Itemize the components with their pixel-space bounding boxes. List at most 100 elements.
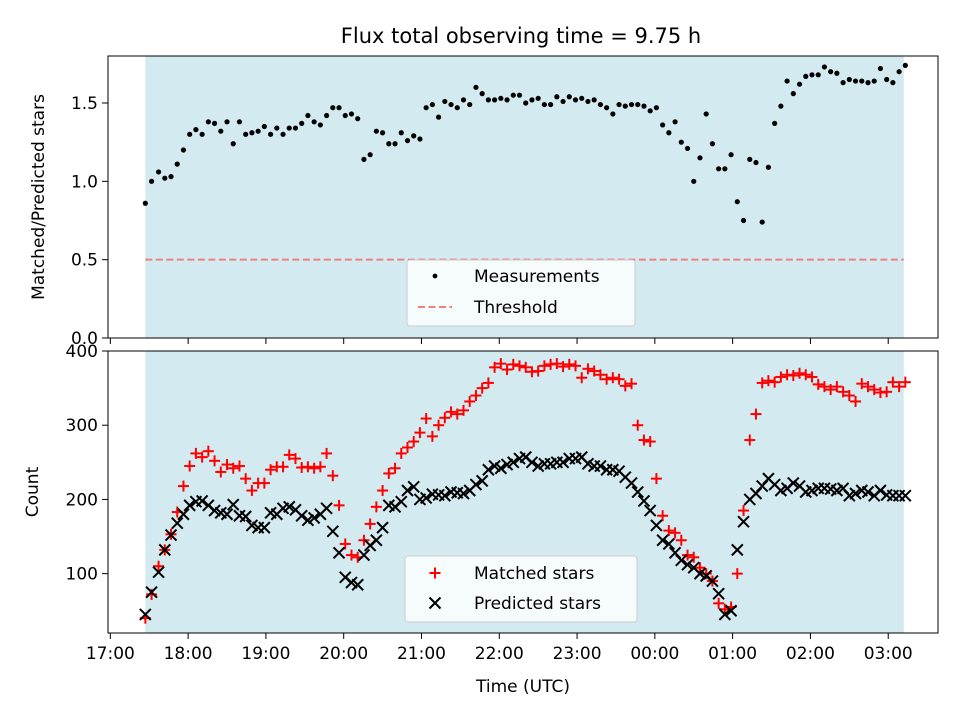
matched-star-point <box>377 485 389 497</box>
measurement-point <box>622 103 628 109</box>
measurement-point <box>404 138 411 144</box>
matched-star-point <box>277 461 289 473</box>
measurement-point <box>747 156 753 162</box>
measurement-point <box>784 78 790 84</box>
matched-star-point <box>321 447 333 459</box>
measurement-point <box>299 120 305 126</box>
measurement-point <box>342 112 348 119</box>
y-tick-label: 200 <box>66 490 98 510</box>
measurement-point <box>261 123 267 130</box>
measurement-point <box>460 97 467 103</box>
predicted-star-point <box>428 596 442 610</box>
measurement-point <box>591 97 597 103</box>
predicted-star-point <box>861 485 875 499</box>
measurement-point <box>348 111 355 117</box>
matched-star-point <box>644 436 656 448</box>
matched-star-point <box>744 434 756 446</box>
predicted-star-point <box>370 534 383 547</box>
measurement-point <box>572 97 579 103</box>
measurement-point <box>504 97 510 103</box>
predicted-star-point <box>656 534 669 547</box>
matched-star-point <box>302 461 314 473</box>
matched-star-point <box>638 434 650 446</box>
matched-star-point <box>601 373 613 385</box>
measurement-point <box>311 119 317 125</box>
matched-star-point <box>588 365 600 377</box>
matched-star-point <box>215 466 227 478</box>
matched-star-point <box>389 462 401 474</box>
measurement-point <box>815 72 821 78</box>
matched-star-point <box>650 473 662 485</box>
measurement-point <box>647 108 653 114</box>
measurement-point <box>361 156 367 162</box>
measurement-point <box>529 97 535 103</box>
measurement-point <box>386 141 392 147</box>
measurement-point <box>597 101 603 108</box>
measurement-point <box>865 80 871 86</box>
predicted-star-point <box>457 487 470 500</box>
measurement-point <box>423 105 429 111</box>
predicted-star-point <box>675 554 688 567</box>
measurement-point <box>709 141 716 147</box>
matched-star-point <box>862 381 874 393</box>
measurement-point <box>604 105 610 111</box>
predicted-star-point <box>326 525 340 538</box>
top-y-ticks: 0.0 0.5 1.0 1.5 <box>71 94 108 349</box>
matched-star-point <box>582 363 594 375</box>
measurement-point <box>641 103 647 109</box>
legend-matched-marker <box>429 567 441 579</box>
matched-star-point <box>445 406 457 418</box>
predicted-star-point <box>239 510 252 523</box>
measurement-point <box>560 98 566 105</box>
measurement-point <box>896 69 902 75</box>
measurement-point <box>373 128 379 134</box>
x-tick-label: 20:00 <box>319 644 368 664</box>
matched-star-point <box>383 467 395 479</box>
measurement-point <box>155 169 162 175</box>
measurement-point <box>305 112 311 119</box>
measurement-point <box>174 161 180 167</box>
predicted-star-point <box>706 574 719 588</box>
bottom-legend: Matched stars Predicted stars <box>404 555 638 623</box>
matched-star-point <box>713 597 725 609</box>
predicted-star-point <box>662 537 676 551</box>
matched-star-point <box>607 372 619 384</box>
matched-star-point <box>513 360 525 372</box>
matched-star-point <box>153 560 165 572</box>
predicted-star-point <box>320 502 333 515</box>
legend-predicted-marker <box>428 596 442 610</box>
matched-star-point <box>675 534 687 546</box>
predicted-star-point <box>139 608 152 621</box>
measurement-point <box>485 97 491 103</box>
matched-star-point <box>818 381 830 393</box>
top-axes-frame <box>107 55 939 339</box>
measurement-point <box>224 119 230 125</box>
measurement-point <box>392 141 398 147</box>
measurement-point <box>740 217 747 224</box>
matched-star-point <box>856 378 868 390</box>
measurement-point <box>554 94 560 100</box>
measurement-point <box>753 159 759 166</box>
bottom-y-ticks: 100 200 300 400 <box>66 342 108 585</box>
measurement-point <box>330 105 336 111</box>
measurement-point <box>884 76 890 83</box>
legend-measurements-marker <box>432 273 438 279</box>
matched-star-point <box>246 485 258 497</box>
predicted-star-point <box>737 515 750 528</box>
measurement-point <box>821 64 828 70</box>
matched-star-point <box>520 361 532 373</box>
top-legend: Measurements Threshold <box>406 259 636 327</box>
measurement-point <box>635 101 641 108</box>
matched-star-point <box>837 386 849 398</box>
measurement-point <box>467 101 473 108</box>
matched-star-point <box>570 360 582 372</box>
matched-star-point <box>470 390 482 402</box>
x-tick-label: 18:00 <box>164 644 213 664</box>
bottom-axes-frame <box>107 350 939 634</box>
matched-star-point <box>750 408 762 420</box>
measurement-point <box>168 174 174 180</box>
x-tick-label: 17:00 <box>86 644 135 664</box>
matched-star-point <box>265 464 277 476</box>
matched-star-point <box>881 386 893 398</box>
measurement-point <box>355 116 361 122</box>
